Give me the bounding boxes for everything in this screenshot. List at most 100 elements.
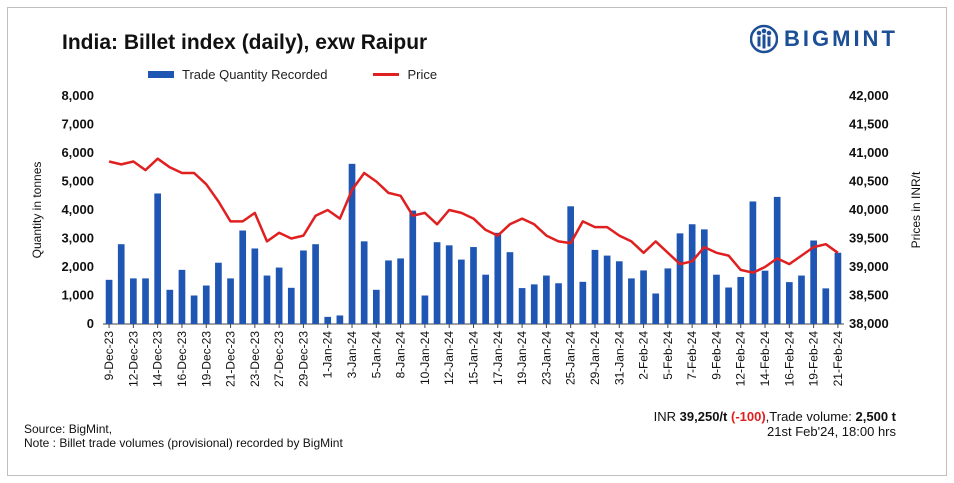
x-tick-label: 12-Feb-24 (734, 331, 748, 387)
quantity-bar (567, 206, 575, 324)
legend-line-label: Price (407, 67, 438, 82)
x-tick-label: 31-Jan-24 (612, 331, 626, 385)
latest-price-line: INR 39,250/t (-100),Trade volume: 2,500 … (653, 409, 896, 424)
quantity-bar (263, 275, 271, 324)
quantity-bar (445, 245, 453, 324)
y-left-axis-title: Quantity in tonnes (30, 162, 44, 259)
y-left-tick-label: 8,000 (61, 88, 94, 103)
quantity-bar (372, 289, 380, 324)
quantity-bar (421, 295, 429, 324)
x-tick-label: 14-Dec-23 (151, 331, 165, 387)
quantity-bar (688, 224, 696, 324)
quantity-bar (385, 260, 392, 324)
quantity-bar (737, 276, 745, 324)
x-tick-label: 2-Feb-24 (637, 331, 651, 380)
quantity-bar (615, 261, 623, 324)
y-right-tick-label: 41,500 (849, 117, 889, 132)
quantity-bar (810, 240, 817, 324)
quantity-bar (300, 250, 307, 324)
quantity-bar (275, 267, 283, 324)
legend-bar-label: Trade Quantity Recorded (182, 67, 328, 82)
quantity-bar (628, 278, 635, 324)
timestamp: 21st Feb'24, 18:00 hrs (767, 424, 896, 439)
x-tick-label: 3-Jan-24 (345, 331, 359, 379)
latest-price: 39,250/t (679, 409, 728, 424)
quantity-bar (190, 295, 198, 324)
y-right-tick-label: 40,500 (849, 174, 889, 189)
y-left-tick-label: 5,000 (61, 174, 94, 189)
quantity-bar (470, 247, 477, 324)
x-tick-label: 19-Feb-24 (807, 331, 821, 387)
legend-line-swatch (373, 73, 400, 76)
quantity-bar (640, 270, 647, 324)
quantity-bar (348, 163, 356, 324)
x-tick-label: 7-Feb-24 (685, 331, 699, 380)
x-tick-label: 25-Jan-24 (564, 331, 578, 385)
chart-title: India: Billet index (daily), exw Raipur (62, 31, 428, 54)
x-tick-label: 16-Feb-24 (782, 331, 796, 387)
quantity-bar (530, 284, 538, 324)
quantity-bar (360, 241, 368, 324)
y-left-tick-label: 7,000 (61, 117, 94, 132)
quantity-bar (603, 255, 611, 324)
quantity-bar (506, 252, 514, 324)
quantity-bar (543, 275, 550, 324)
y-right-tick-label: 42,000 (849, 88, 889, 103)
x-tick-label: 12-Dec-23 (126, 331, 140, 387)
x-tick-label: 15-Jan-24 (467, 331, 481, 385)
quantity-bar (117, 244, 125, 324)
legend-item-quantity: Trade Quantity Recorded (148, 67, 327, 82)
quantity-bar (397, 258, 404, 324)
quantity-bar (725, 287, 732, 324)
quantity-bar (336, 315, 344, 324)
quantity-bar (105, 279, 113, 324)
chart-frame (7, 7, 947, 476)
x-tick-label: 19-Jan-24 (515, 331, 529, 385)
quantity-bar (409, 210, 417, 324)
x-tick-label: 8-Jan-24 (394, 331, 408, 379)
source-note: Source: BigMint, (24, 422, 113, 436)
quantity-bar (494, 232, 502, 324)
y-right-tick-label: 38,500 (849, 288, 889, 303)
quantity-bar (652, 293, 660, 324)
quantity-bar (251, 248, 259, 324)
y-right-tick-label: 39,000 (849, 259, 889, 274)
quantity-bar (130, 278, 137, 324)
brand-logo: BIGMINT (750, 22, 898, 56)
chart-footnotes: Source: BigMint, Note : Billet trade vol… (24, 422, 343, 450)
quantity-bar (227, 278, 234, 324)
latest-volume: 2,500 t (855, 409, 896, 424)
y-right-tick-label: 41,000 (849, 145, 889, 160)
brand-name: BIGMINT (784, 26, 898, 51)
y-right-tick-label: 38,000 (849, 316, 889, 331)
y-left-tick-label: 1,000 (61, 288, 94, 303)
quantity-bar (822, 288, 830, 324)
quantity-bar (215, 262, 222, 324)
price-line (108, 157, 839, 274)
volume-note: Note : Billet trade volumes (provisional… (24, 436, 343, 450)
legend-bar-swatch (148, 71, 174, 78)
y-left-tick-label: 4,000 (61, 202, 94, 217)
quantity-bar (518, 288, 526, 324)
y-left-tick-label: 0 (87, 316, 94, 331)
quantity-bar (202, 285, 210, 324)
x-tick-label: 10-Jan-24 (418, 331, 432, 385)
quantity-bar (142, 278, 149, 324)
quantity-bar (287, 287, 295, 324)
quantity-bar (761, 270, 769, 324)
quantity-bar (664, 268, 672, 324)
quantity-bar (773, 196, 781, 324)
x-tick-label: 14-Feb-24 (758, 331, 772, 387)
y-right-axis-title: Prices in INR/t (909, 171, 923, 248)
quantity-bar (579, 281, 587, 324)
quantity-bar (433, 242, 441, 324)
quantity-bar (312, 244, 319, 324)
x-tick-label: 16-Dec-23 (175, 331, 189, 387)
quantity-bar (700, 229, 708, 324)
y-left-tick-label: 2,000 (61, 259, 94, 274)
y-right-tick-label: 39,500 (849, 231, 889, 246)
x-tick-label: 1-Jan-24 (321, 331, 335, 379)
y-right-tick-label: 40,000 (849, 202, 889, 217)
quantity-bar (178, 269, 186, 324)
